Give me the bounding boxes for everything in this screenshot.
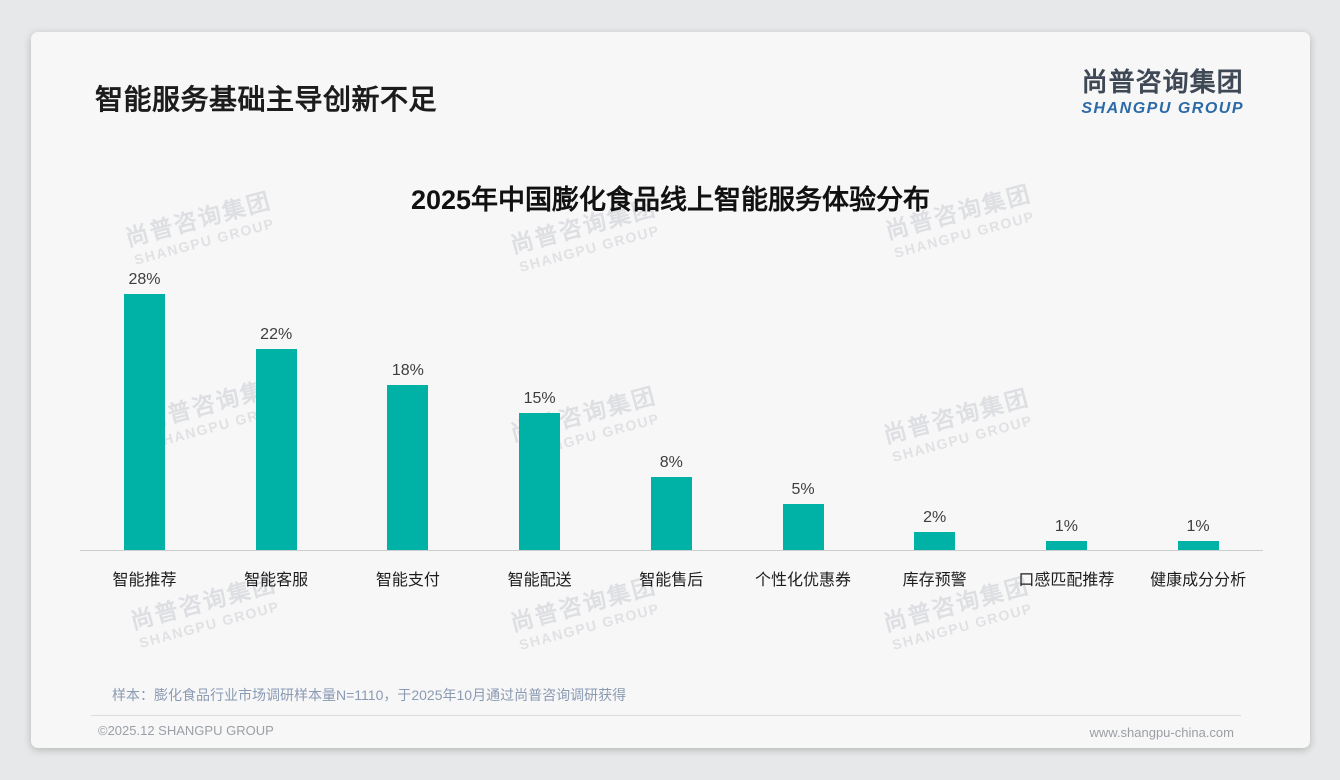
bar-chart-plot-area: 28% 22% 18% 15% 8% 5% 2% 1% 1% <box>80 262 1263 551</box>
logo-english-text: SHANGPU GROUP <box>1081 100 1244 117</box>
bar-group: 22% <box>206 326 346 550</box>
website-url: www.shangpu-china.com <box>1089 725 1234 740</box>
bar-value-label: 2% <box>923 508 947 526</box>
bar <box>650 476 692 550</box>
sample-note: 样本：膨化食品行业市场调研样本量N=1110，于2025年10月通过尚普咨询调研… <box>112 687 627 703</box>
x-axis-label: 个性化优惠券 <box>754 572 851 589</box>
x-axis-label: 智能客服 <box>244 572 309 589</box>
watermark-english-text: SHANGPU GROUP <box>890 599 1035 653</box>
x-axis-label: 智能支付 <box>375 572 440 589</box>
copyright-text: ©2025.12 SHANGPU GROUP <box>98 723 274 738</box>
x-axis-labels-row: 智能推荐 智能客服 智能支付 智能配送 智能售后 个性化优惠券 库存预警 口感匹配推荐 健康成分… <box>80 566 1263 590</box>
x-axis-label: 智能推荐 <box>112 572 177 589</box>
x-axis-label: 库存预警 <box>902 572 967 589</box>
bar-group: 18% <box>338 362 478 550</box>
x-axis-label: 智能售后 <box>639 572 704 589</box>
watermark-english-text: SHANGPU GROUP <box>137 597 282 651</box>
bar <box>519 412 561 550</box>
bar-value-label: 28% <box>128 271 161 289</box>
slide-title: 智能服务基础主导创新不足 <box>95 84 438 115</box>
bar-group: 8% <box>601 454 741 550</box>
watermark-english-text: SHANGPU GROUP <box>517 599 662 653</box>
footer-divider <box>91 715 1241 716</box>
bar <box>387 385 429 550</box>
bar-group: 5% <box>733 481 873 550</box>
logo-chinese-text: 尚普咨询集团 <box>1081 67 1244 97</box>
x-axis-label: 智能配送 <box>507 572 572 589</box>
bar <box>124 294 165 550</box>
chart-title: 2025年中国膨化食品线上智能服务体验分布 <box>410 185 931 215</box>
bar-value-label: 18% <box>391 362 424 380</box>
bar-group: 28% <box>75 271 215 550</box>
bar-group: 1% <box>996 518 1136 550</box>
bar <box>255 348 297 550</box>
bar-value-label: 8% <box>659 453 683 471</box>
bar <box>1177 540 1219 550</box>
bar <box>782 504 824 550</box>
bar <box>914 531 956 550</box>
bar-value-label: 22% <box>260 325 293 343</box>
bar <box>1045 540 1087 550</box>
bar-group: 1% <box>1128 518 1268 550</box>
x-axis-label: 健康成分分析 <box>1150 572 1247 589</box>
bar-value-label: 1% <box>1186 517 1210 535</box>
slide-card: 尚普咨询集团 SHANGPU GROUP 尚普咨询集团 SHANGPU GROUP 尚普… <box>31 32 1310 748</box>
bar-group: 2% <box>865 509 1005 550</box>
bar-group: 15% <box>470 390 610 550</box>
x-axis-label: 口感匹配推荐 <box>1018 572 1115 589</box>
watermark-english-text: SHANGPU GROUP <box>132 214 277 268</box>
bar-value-label: 5% <box>791 481 815 499</box>
company-logo: 尚普咨询集团 SHANGPU GROUP <box>1081 62 1244 118</box>
bar-value-label: 1% <box>1054 517 1078 535</box>
bar-value-label: 15% <box>523 389 556 407</box>
